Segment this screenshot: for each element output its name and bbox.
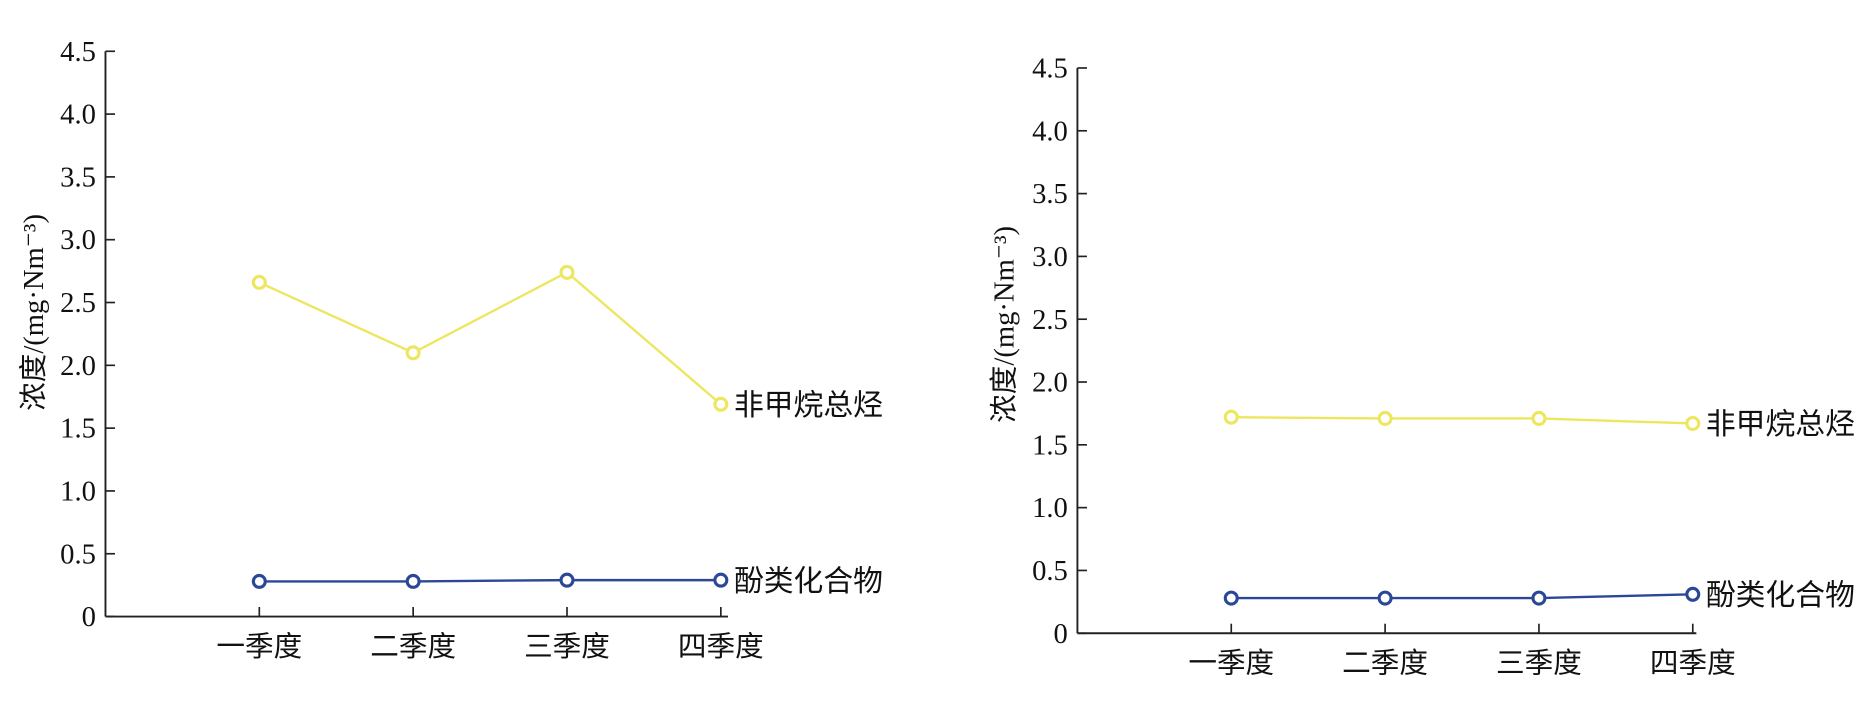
category-label: 三季度 bbox=[1496, 648, 1582, 680]
category-label: 四季度 bbox=[1650, 648, 1736, 680]
y-tick-label: 2.0 bbox=[60, 350, 96, 382]
data-point bbox=[559, 264, 575, 280]
y-tick-label: 2.0 bbox=[1032, 367, 1068, 399]
data-point bbox=[251, 573, 267, 589]
series-label: 非甲烷总烃 bbox=[734, 389, 883, 422]
data-point bbox=[405, 345, 421, 361]
data-point bbox=[405, 573, 421, 589]
category-label: 三季度 bbox=[524, 631, 610, 663]
y-tick-label: 1.0 bbox=[1032, 492, 1068, 524]
y-tick-label: 1.5 bbox=[1032, 429, 1068, 461]
data-point bbox=[1685, 415, 1701, 431]
category-label: 四季度 bbox=[678, 631, 764, 663]
category-label: 一季度 bbox=[216, 631, 302, 663]
y-axis-label: 浓度/(mg·Nm⁻³) bbox=[989, 226, 1021, 423]
series-label: 酚类化合物 bbox=[734, 565, 883, 598]
y-tick-label: 2.5 bbox=[1032, 304, 1068, 336]
series-2: 酚类化合物 bbox=[1223, 579, 1855, 612]
y-tick-label: 4.5 bbox=[1032, 53, 1068, 85]
y-tick-label: 3.0 bbox=[1032, 241, 1068, 273]
category-label: 二季度 bbox=[370, 631, 456, 663]
y-tick-label: 0.5 bbox=[1032, 555, 1068, 587]
chart-1: 0 0.5 1.0 1.5 2.0 2.5 3.0 3.5 4.0 4.5 一季度 二季度 三季度 四季度… bbox=[18, 36, 883, 663]
data-point bbox=[1223, 590, 1239, 606]
data-point bbox=[1377, 410, 1393, 426]
category-label: 二季度 bbox=[1342, 648, 1428, 680]
y-tick-label: 2.5 bbox=[60, 287, 96, 319]
data-point bbox=[1685, 586, 1701, 602]
series-line bbox=[258, 270, 722, 406]
chart-2: 0 0.5 1.0 1.5 2.0 2.5 3.0 3.5 4.0 4.5 一季度 二季度 三季度 四季度… bbox=[989, 53, 1855, 680]
data-point bbox=[713, 396, 729, 412]
series-1: 非甲烷总烃 bbox=[251, 264, 883, 422]
series-line bbox=[1231, 593, 1693, 600]
series-label: 酚类化合物 bbox=[1706, 579, 1855, 612]
category-label: 一季度 bbox=[1188, 648, 1274, 680]
data-point bbox=[1531, 590, 1547, 606]
data-point bbox=[713, 572, 729, 588]
series-label: 非甲烷总烃 bbox=[1706, 408, 1855, 441]
y-tick-label: 0.5 bbox=[60, 538, 96, 570]
y-tick-label: 3.0 bbox=[60, 224, 96, 256]
y-tick-label: 0 bbox=[1054, 618, 1068, 650]
series-line bbox=[259, 578, 721, 583]
y-axis-label: 浓度/(mg·Nm⁻³) bbox=[18, 214, 50, 411]
data-point bbox=[251, 274, 267, 290]
data-point bbox=[1377, 590, 1393, 606]
y-tick-label: 4.5 bbox=[60, 36, 96, 68]
data-point bbox=[559, 572, 575, 588]
y-tick-label: 1.0 bbox=[60, 475, 96, 507]
y-tick-label: 3.5 bbox=[60, 161, 96, 193]
y-tick-label: 3.5 bbox=[1032, 178, 1068, 210]
series-2: 酚类化合物 bbox=[251, 565, 883, 598]
series-line bbox=[1231, 415, 1693, 425]
data-point bbox=[1223, 409, 1239, 425]
y-tick-label: 1.5 bbox=[60, 413, 96, 445]
series-1: 非甲烷总烃 bbox=[1223, 408, 1855, 441]
y-tick-label: 0 bbox=[82, 601, 96, 633]
y-tick-label: 4.0 bbox=[60, 99, 96, 131]
y-tick-label: 4.0 bbox=[1032, 115, 1068, 147]
data-point bbox=[1531, 410, 1547, 426]
